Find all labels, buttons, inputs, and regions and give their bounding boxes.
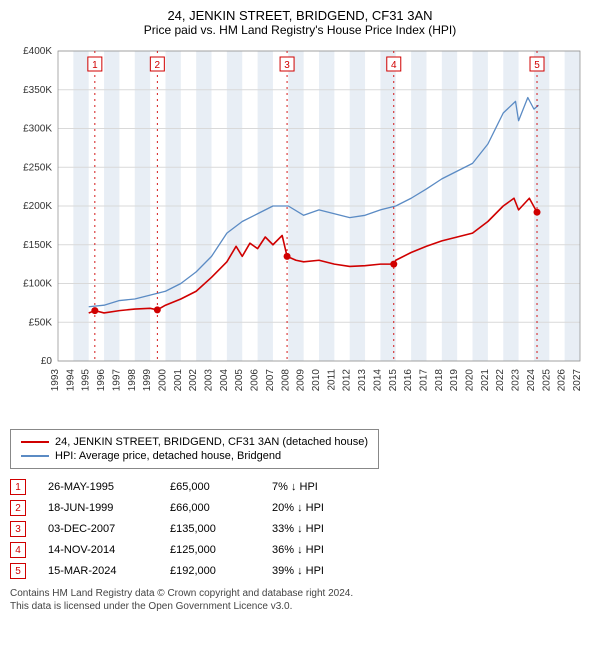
svg-text:2008: 2008: [280, 369, 291, 392]
svg-text:2006: 2006: [250, 369, 261, 392]
svg-text:1996: 1996: [96, 369, 107, 392]
row-price: £125,000: [170, 544, 250, 556]
row-date: 26-MAY-1995: [48, 481, 148, 493]
svg-text:1998: 1998: [127, 369, 138, 392]
row-marker: 1: [10, 479, 26, 495]
svg-text:2005: 2005: [234, 369, 245, 392]
row-price: £192,000: [170, 565, 250, 577]
svg-text:2022: 2022: [495, 369, 506, 392]
svg-text:£350K: £350K: [23, 85, 52, 96]
svg-text:2026: 2026: [557, 369, 568, 392]
svg-text:£200K: £200K: [23, 201, 52, 212]
svg-text:2013: 2013: [357, 369, 368, 392]
svg-text:1999: 1999: [142, 369, 153, 392]
svg-text:2002: 2002: [188, 369, 199, 392]
svg-text:2016: 2016: [403, 369, 414, 392]
svg-text:3: 3: [284, 60, 290, 71]
row-price: £135,000: [170, 523, 250, 535]
svg-text:2: 2: [155, 60, 161, 71]
svg-text:2018: 2018: [434, 369, 445, 392]
legend-swatch: [21, 441, 49, 443]
svg-text:£150K: £150K: [23, 240, 52, 251]
svg-text:2027: 2027: [572, 369, 583, 392]
svg-text:2010: 2010: [311, 369, 322, 392]
row-price: £66,000: [170, 502, 250, 514]
svg-text:£250K: £250K: [23, 162, 52, 173]
svg-text:1: 1: [92, 60, 98, 71]
row-date: 03-DEC-2007: [48, 523, 148, 535]
svg-text:2021: 2021: [480, 369, 491, 392]
svg-text:2003: 2003: [204, 369, 215, 392]
row-marker: 4: [10, 542, 26, 558]
svg-text:2020: 2020: [465, 369, 476, 392]
svg-text:£0: £0: [41, 356, 53, 367]
svg-text:£400K: £400K: [23, 46, 52, 57]
svg-text:2011: 2011: [326, 369, 337, 391]
svg-text:2009: 2009: [296, 369, 307, 392]
legend-swatch: [21, 455, 49, 457]
row-marker: 3: [10, 521, 26, 537]
svg-text:4: 4: [391, 60, 397, 71]
svg-text:2007: 2007: [265, 369, 276, 392]
legend-item: 24, JENKIN STREET, BRIDGEND, CF31 3AN (d…: [21, 436, 368, 448]
row-marker: 5: [10, 563, 26, 579]
row-marker: 2: [10, 500, 26, 516]
svg-text:2014: 2014: [372, 369, 383, 392]
svg-text:2017: 2017: [418, 369, 429, 392]
table-row: 4 14-NOV-2014 £125,000 36% ↓ HPI: [10, 542, 590, 558]
price-chart: £0 £50K £100K £150K £200K £250K £300K £350K £400…: [10, 41, 590, 421]
table-row: 3 03-DEC-2007 £135,000 33% ↓ HPI: [10, 521, 590, 537]
row-price: £65,000: [170, 481, 250, 493]
footnote-line: Contains HM Land Registry data © Crown c…: [10, 587, 590, 600]
svg-text:1997: 1997: [111, 369, 122, 392]
page-title: 24, JENKIN STREET, BRIDGEND, CF31 3AN: [10, 8, 590, 23]
footnote: Contains HM Land Registry data © Crown c…: [10, 587, 590, 613]
page-subtitle: Price paid vs. HM Land Registry's House …: [10, 23, 590, 37]
svg-text:2001: 2001: [173, 369, 184, 392]
chart-svg: £0 £50K £100K £150K £200K £250K £300K £350K £400…: [10, 41, 590, 421]
svg-text:£300K: £300K: [23, 124, 52, 135]
row-hpi: 33% ↓ HPI: [272, 523, 362, 535]
legend-label: 24, JENKIN STREET, BRIDGEND, CF31 3AN (d…: [55, 436, 368, 448]
row-hpi: 36% ↓ HPI: [272, 544, 362, 556]
row-hpi: 39% ↓ HPI: [272, 565, 362, 577]
svg-text:2025: 2025: [541, 369, 552, 392]
svg-text:2023: 2023: [511, 369, 522, 392]
svg-text:2004: 2004: [219, 369, 230, 392]
svg-text:1995: 1995: [81, 369, 92, 392]
svg-text:£50K: £50K: [29, 317, 53, 328]
svg-text:1994: 1994: [65, 369, 76, 392]
svg-text:2019: 2019: [449, 369, 460, 392]
footnote-line: This data is licensed under the Open Gov…: [10, 600, 590, 613]
svg-text:2000: 2000: [157, 369, 168, 392]
svg-text:2024: 2024: [526, 369, 537, 392]
svg-text:2015: 2015: [388, 369, 399, 392]
table-row: 1 26-MAY-1995 £65,000 7% ↓ HPI: [10, 479, 590, 495]
legend-item: HPI: Average price, detached house, Brid…: [21, 450, 368, 462]
legend: 24, JENKIN STREET, BRIDGEND, CF31 3AN (d…: [10, 429, 379, 469]
svg-text:£100K: £100K: [23, 279, 52, 290]
svg-text:5: 5: [534, 60, 540, 71]
table-row: 2 18-JUN-1999 £66,000 20% ↓ HPI: [10, 500, 590, 516]
svg-text:1993: 1993: [50, 369, 61, 392]
row-date: 18-JUN-1999: [48, 502, 148, 514]
table-row: 5 15-MAR-2024 £192,000 39% ↓ HPI: [10, 563, 590, 579]
legend-label: HPI: Average price, detached house, Brid…: [55, 450, 281, 462]
row-date: 14-NOV-2014: [48, 544, 148, 556]
row-hpi: 7% ↓ HPI: [272, 481, 362, 493]
sales-table: 1 26-MAY-1995 £65,000 7% ↓ HPI 2 18-JUN-1999 £…: [10, 479, 590, 579]
row-hpi: 20% ↓ HPI: [272, 502, 362, 514]
svg-text:2012: 2012: [342, 369, 353, 392]
row-date: 15-MAR-2024: [48, 565, 148, 577]
